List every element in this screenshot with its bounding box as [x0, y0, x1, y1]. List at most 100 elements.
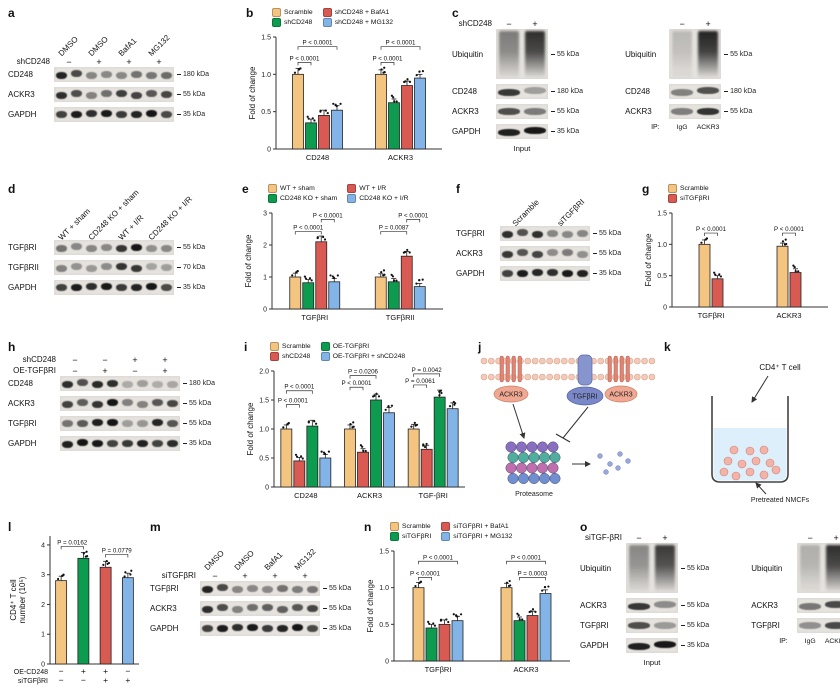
protein-band	[167, 400, 178, 407]
legend-label: CD248 KO + sham	[280, 195, 338, 202]
y-tick-label: 4	[41, 542, 45, 549]
data-point	[534, 610, 537, 613]
bar	[513, 620, 526, 662]
kda-label: 55 kDa	[730, 50, 753, 58]
data-point	[543, 586, 547, 589]
kda-label: 55 kDa	[687, 602, 710, 609]
kda-label: 55 kDa	[599, 230, 622, 237]
protein-band	[137, 420, 148, 427]
blot-strip	[626, 543, 678, 593]
y-tick-label: 1	[263, 275, 267, 282]
ackr3-tm-helix	[499, 355, 504, 383]
western-blot: shCD248 − + Ubiquitin 55 kDa CD248 180 kDa ACKR…	[452, 18, 583, 154]
panel-e: e WT + sham WT + I/R CD248 KO + sham CD248 …	[242, 182, 450, 337]
data-point	[384, 408, 387, 411]
kda-label: 35 kDa	[557, 128, 580, 135]
blot-strip	[54, 280, 174, 295]
bar	[374, 276, 387, 310]
protein-band	[577, 251, 588, 258]
p-value: P < 0.0001	[290, 55, 321, 62]
sign-row-label: siTGFβRI	[161, 571, 196, 580]
panel-f: f Scramble siTGFβRI TGFβRI 55 kDa ACKR3 55 kD…	[456, 182, 636, 337]
protein-label: ACKR3	[150, 604, 177, 613]
ackr3-tm-helix	[607, 355, 612, 383]
kda-marker: 180 kDa	[548, 88, 583, 95]
protein-band	[131, 71, 142, 78]
protein-label: ACKR3	[456, 249, 483, 258]
protein-band	[92, 401, 103, 408]
degraded-peptide	[617, 451, 623, 457]
legend-swatch	[272, 18, 281, 27]
data-point	[713, 271, 716, 274]
kda-marker: 70 kDa	[174, 264, 205, 271]
data-point	[418, 279, 421, 282]
blot-strip	[669, 84, 722, 99]
lane-sign: −	[807, 532, 813, 543]
legend-swatch	[668, 184, 677, 193]
significance-bracket	[380, 62, 395, 66]
protein-band	[56, 284, 67, 291]
lane-label: DMSO	[202, 548, 226, 572]
blot-strip	[60, 436, 180, 451]
kda-tick	[177, 267, 181, 268]
bar	[446, 408, 459, 488]
bar	[305, 122, 317, 150]
lipid	[597, 373, 605, 381]
kda-tick	[177, 287, 181, 288]
chart-legend: Scramble OE-TGFβRI shCD248 OE-TGFβRI + shCD…	[270, 342, 405, 361]
protein-band	[71, 263, 82, 270]
kda-tick	[681, 567, 685, 569]
kda-tick	[183, 423, 187, 424]
bar	[407, 428, 420, 488]
lipid	[553, 357, 561, 365]
kda-label: 180 kDa	[189, 380, 216, 387]
y-tick-label: 1.5	[259, 398, 269, 405]
data-point	[307, 117, 310, 120]
blot-strip	[797, 543, 840, 593]
protein-label: GAPDH	[8, 110, 37, 119]
data-point	[440, 391, 443, 395]
protein-band	[217, 584, 228, 591]
bar	[357, 451, 369, 488]
lane-label: BafA1	[116, 36, 139, 58]
protein-band	[532, 251, 543, 258]
panel-d: d WT + sham CD248 KO + sham WT + I/R CD248 …	[8, 182, 240, 337]
protein-label: GAPDH	[8, 283, 37, 292]
panel-e-body: WT + sham WT + I/R CD248 KO + sham CD248 KO…	[242, 182, 450, 330]
category-label: ACKR3	[776, 311, 801, 320]
lipid	[480, 357, 488, 365]
kda-marker: 55 kDa	[678, 565, 709, 572]
western-blot: DMSO DMSO BafA1 MG132 siTGFβRI − + + + TGFβRI 55 k…	[150, 522, 362, 636]
degraded-peptide	[603, 469, 609, 475]
nmcf-cell	[729, 445, 739, 455]
lane-label: WT + sham	[56, 206, 92, 242]
y-tick-label: 1.0	[657, 242, 667, 249]
legend-item: CD248 KO + sham	[268, 194, 337, 203]
legend-swatch	[390, 522, 399, 531]
proteasome-subunit	[526, 441, 538, 453]
protein-band	[167, 440, 178, 447]
caption-text: Input	[513, 144, 531, 153]
protein-band	[116, 111, 127, 118]
ackr3-tm-helix	[625, 355, 630, 383]
panel-label-n: n	[364, 520, 372, 534]
panel-l-body: 0 1 2 3 4 CD4⁺ T cell number (10⁵) P = 0.0162 P …	[8, 520, 146, 695]
legend-label: siTGFβRI + BafA1	[453, 523, 509, 530]
protein-band	[77, 399, 88, 406]
legend-swatch	[347, 184, 357, 193]
western-blot: siTGF-βRI − + Ubiquitin 55 kDa ACKR3 55 kDa TGF…	[580, 532, 710, 668]
lane-label: BafA1	[262, 550, 285, 572]
protein-label: GAPDH	[456, 269, 485, 278]
data-point	[390, 94, 394, 97]
y-tick-label: 2	[41, 602, 45, 609]
protein-label: ACKR3	[625, 107, 652, 116]
protein-band	[122, 381, 133, 388]
panel-label-o: o	[580, 520, 588, 534]
legend-swatch	[322, 18, 332, 27]
data-point	[447, 620, 450, 624]
data-point	[531, 608, 535, 611]
blot-strip	[500, 266, 590, 281]
bar-chart: 0 1 2 3 Fold of change P < 0.0001 P < 0.0001 P …	[244, 211, 443, 322]
blot-caption: IP: IgG ACKR3	[779, 638, 840, 645]
protein-band	[71, 111, 82, 118]
